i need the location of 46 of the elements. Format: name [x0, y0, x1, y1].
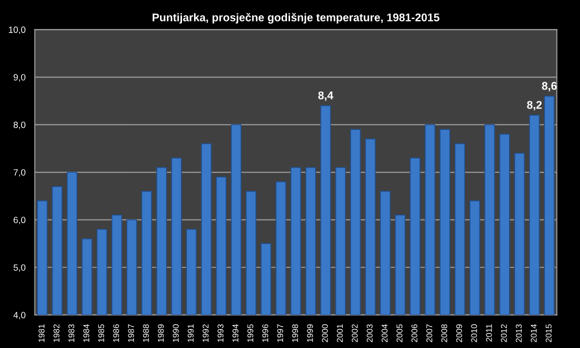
x-tick-label: 1999 [307, 324, 313, 342]
x-tick-label: 1988 [142, 324, 149, 342]
x-tick-label: 1986 [113, 324, 120, 342]
y-tick-label: 6,0 [14, 216, 26, 224]
x-tick-label: 1989 [158, 324, 164, 342]
x-tick-label: 2001 [336, 324, 343, 342]
x-tick-label: 2000 [322, 324, 328, 342]
y-tick-label: 8,0 [14, 122, 26, 130]
x-tick-label: 1991 [188, 324, 194, 342]
x-tick-label: 2007 [426, 324, 432, 342]
data-label: 8,2 [527, 100, 542, 110]
x-tick-label: 2009 [456, 324, 462, 342]
x-tick-label: 1996 [262, 324, 268, 342]
x-tick-label: 2005 [396, 324, 402, 342]
y-tick-label: 7,0 [14, 169, 26, 177]
x-tick-label: 1993 [218, 324, 224, 342]
x-tick-label: 2006 [411, 324, 418, 342]
x-tick-label: 1997 [277, 324, 284, 342]
y-tick-label: 9,0 [14, 74, 26, 82]
x-tick-label: 2003 [366, 324, 373, 342]
x-tick-label: 1987 [128, 324, 134, 342]
x-tick-label: 1981 [38, 324, 44, 342]
x-tick-label: 1994 [232, 324, 238, 342]
x-tick-label: 2008 [441, 324, 448, 342]
data-label: 8,6 [542, 82, 557, 92]
x-tick-label: 1985 [98, 324, 104, 342]
x-tick-label: 1992 [202, 324, 209, 342]
y-tick-label: 5,0 [14, 264, 26, 272]
x-tick-label: 1982 [54, 324, 60, 342]
y-tick-label: 4,0 [13, 312, 26, 320]
x-tick-label: 1995 [247, 324, 254, 342]
x-tick-label: 2010 [471, 324, 478, 342]
x-tick-label: 2015 [546, 324, 552, 342]
x-tick-label: 1990 [172, 324, 179, 342]
x-tick-label: 2011 [486, 324, 492, 342]
x-tick-label: 2004 [382, 324, 388, 342]
y-tick-label: 10,0 [8, 26, 26, 34]
x-tick-label: 1998 [292, 324, 298, 342]
x-tick-label: 2013 [516, 324, 522, 342]
x-tick-label: 2002 [352, 324, 358, 342]
x-tick-label: 1984 [83, 324, 90, 342]
x-tick-label: 1983 [68, 324, 74, 342]
data-label: 8,4 [318, 91, 334, 101]
x-tick-label: 2012 [500, 324, 507, 342]
chart-title: Puntijarka, prosječne godišnje temperature, 1981-2015 [152, 12, 440, 24]
x-tick-label: 2014 [530, 324, 537, 342]
